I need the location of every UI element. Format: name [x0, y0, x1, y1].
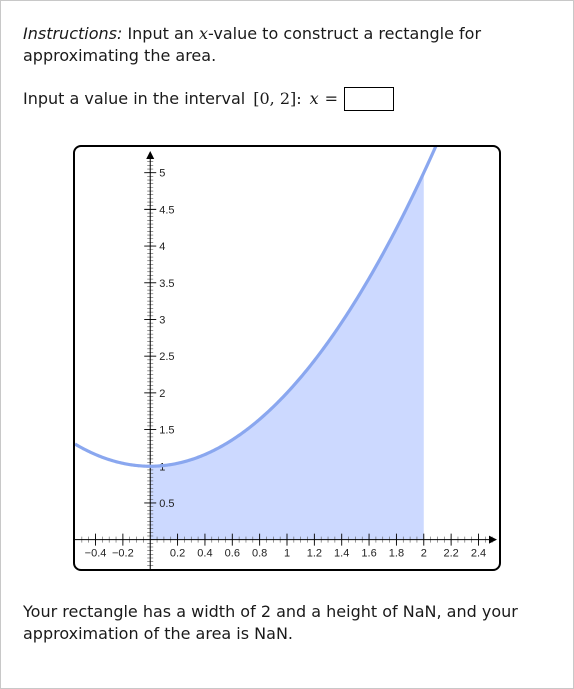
x-tick-label: −0.4: [85, 548, 107, 560]
function-curve: [75, 147, 438, 468]
y-tick-label: 2: [159, 388, 165, 400]
equals-sign: =: [324, 89, 339, 108]
input-prompt-label: Input a value in the interval: [23, 89, 246, 108]
x-tick-label: 2: [421, 548, 427, 560]
x-tick-label: 1.2: [307, 548, 322, 560]
y-tick-label: 1.5: [159, 425, 174, 437]
function-plot: −0.4 −0.2 0.2 0.4 0.6 0.8 1 1.2 1.4 1.6 1.8 2 2.2 2.4…: [75, 147, 497, 569]
shaded-area: [150, 172, 424, 540]
instructions-part1: Input an: [122, 24, 199, 43]
plot-panel[interactable]: −0.4 −0.2 0.2 0.4 0.6 0.8 1 1.2 1.4 1.6 1.8 2 2.2 2.4…: [73, 145, 501, 571]
y-tick-label: 0.5: [159, 498, 174, 510]
y-tick-label: 4: [159, 241, 165, 253]
y-tick-label: 3.5: [159, 278, 174, 290]
x-tick-label: 0.4: [197, 548, 212, 560]
input-row: Input a value in the interval [0, 2]: x …: [23, 87, 395, 111]
x-tick-label: 1: [284, 548, 290, 560]
interval-label: [0, 2]:: [253, 89, 302, 108]
x-variable-label: x: [309, 89, 319, 108]
instructions-text: Instructions: Input an x-value to constr…: [23, 23, 543, 67]
y-tick-label: 2.5: [159, 351, 174, 363]
x-tick-label: 0.2: [170, 548, 185, 560]
result-text: Your rectangle has a width of 2 and a he…: [23, 602, 518, 643]
y-axis-arrow: [146, 151, 155, 159]
x-tick-label: 2.2: [443, 548, 458, 560]
x-tick-label: 1.4: [334, 548, 349, 560]
x-tick-label: 2.4: [471, 548, 486, 560]
y-tick-label: 5: [159, 168, 165, 180]
x-axis-arrow: [489, 535, 497, 544]
x-tick-label: 1.8: [389, 548, 404, 560]
x-tick-label: 1.6: [361, 548, 376, 560]
instructions-lead: Instructions:: [23, 24, 123, 43]
y-tick-label: 3: [159, 314, 165, 326]
y-tick-label: 4.5: [159, 204, 174, 216]
x-value-input[interactable]: [344, 87, 395, 111]
x-tick-label: 0.8: [252, 548, 267, 560]
x-tick-label: 0.6: [225, 548, 240, 560]
x-tick-label: −0.2: [112, 548, 134, 560]
x-variable: x: [199, 24, 209, 43]
instructions-part2: -value to construct a rectangle for appr…: [23, 24, 482, 65]
